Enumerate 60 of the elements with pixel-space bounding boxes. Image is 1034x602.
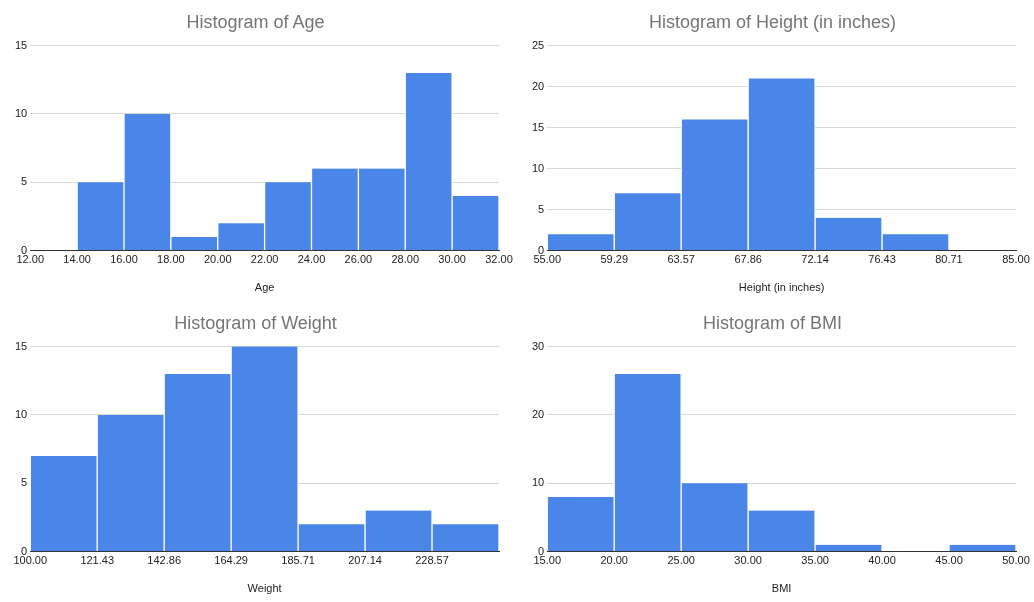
x-tick-label: 12.00 [16, 253, 44, 266]
x-tick-label: 100.00 [13, 554, 48, 567]
chart-title: Histogram of Age [186, 11, 325, 32]
x-tick-label: 35.00 [801, 554, 829, 567]
x-tick-label: 26.00 [344, 253, 373, 266]
y-tick-label: 0 [21, 544, 28, 557]
y-tick-label: 5 [538, 202, 545, 215]
x-tick-label: 121.43 [80, 554, 115, 567]
y-tick-label: 0 [21, 243, 28, 256]
y-tick-label: 10 [531, 476, 545, 489]
y-tick-label: 0 [538, 544, 545, 557]
x-tick-label: 228.57 [415, 554, 449, 567]
x-axis-title: Age [254, 281, 275, 294]
chart-title: Histogram of Weight [174, 312, 337, 333]
x-axis-title: Height (in inches) [738, 281, 825, 294]
x-axis-title: BMI [771, 582, 792, 595]
y-tick-label: 15 [14, 339, 28, 352]
x-tick-label: 14.00 [63, 253, 91, 266]
x-tick-label: 20.00 [600, 554, 628, 567]
x-tick-label: 20.00 [203, 253, 232, 266]
x-tick-label: 22.00 [250, 253, 279, 266]
x-tick-label: 142.86 [147, 554, 182, 567]
x-tick-label: 30.00 [734, 554, 762, 567]
y-tick-label: 15 [14, 38, 28, 51]
x-tick-label: 80.71 [935, 253, 963, 266]
x-tick-label: 67.86 [734, 253, 762, 266]
x-tick-label: 28.00 [391, 253, 420, 266]
chart-title: Histogram of Height (in inches) [648, 11, 897, 32]
y-tick-label: 25 [531, 38, 545, 51]
x-tick-label: 15.00 [533, 554, 561, 567]
x-tick-label: 32.00 [485, 253, 513, 266]
x-tick-label: 85.00 [1002, 253, 1030, 266]
x-axis-title: Weight [247, 582, 282, 595]
x-tick-label: 50.00 [1002, 554, 1030, 567]
y-tick-label: 20 [531, 407, 545, 420]
x-tick-label: 45.00 [935, 554, 963, 567]
x-tick-label: 72.14 [801, 253, 829, 266]
chart-title: Histogram of BMI [702, 312, 843, 333]
x-tick-label: 185.71 [281, 554, 315, 567]
x-tick-label: 25.00 [667, 554, 695, 567]
y-tick-label: 20 [531, 79, 545, 92]
y-tick-label: 30 [531, 339, 545, 352]
y-tick-label: 10 [14, 106, 28, 119]
y-tick-label: 10 [14, 407, 28, 420]
x-tick-label: 24.00 [297, 253, 326, 266]
x-tick-label: 40.00 [868, 554, 896, 567]
x-tick-label: 30.00 [438, 253, 466, 266]
y-tick-label: 5 [21, 476, 28, 489]
x-tick-label: 55.00 [533, 253, 561, 266]
y-tick-label: 0 [538, 243, 545, 256]
x-tick-label: 76.43 [868, 253, 896, 266]
x-tick-label: 18.00 [157, 253, 185, 266]
x-tick-label: 164.29 [214, 554, 248, 567]
x-tick-label: 16.00 [110, 253, 138, 266]
x-tick-label: 63.57 [667, 253, 695, 266]
x-tick-label: 207.14 [348, 554, 382, 567]
y-tick-label: 10 [531, 161, 545, 174]
y-tick-label: 15 [531, 120, 545, 133]
y-tick-label: 5 [21, 175, 28, 188]
x-tick-label: 59.29 [600, 253, 629, 266]
